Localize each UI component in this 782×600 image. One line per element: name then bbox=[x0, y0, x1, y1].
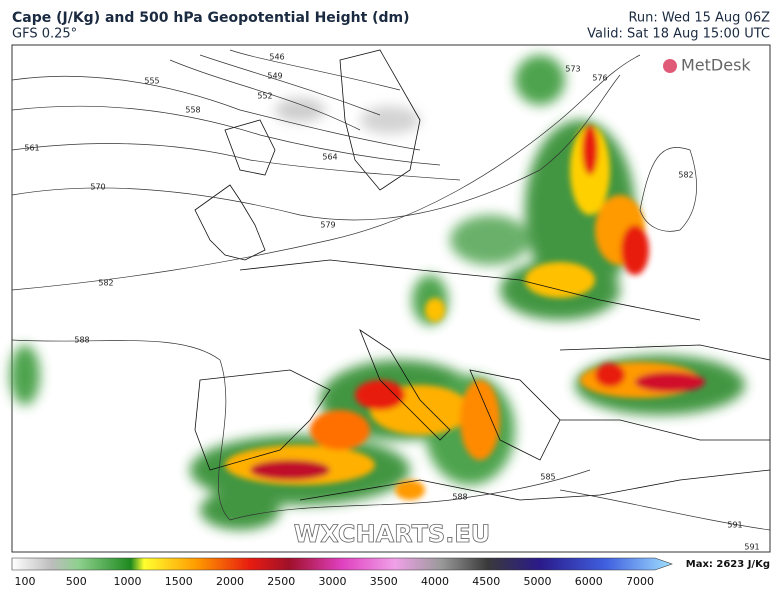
coastlines bbox=[194, 49, 771, 501]
contour-label: 561 bbox=[24, 144, 39, 153]
colorbar-tick-label: 7000 bbox=[626, 575, 654, 588]
colorbar-tick-label: 100 bbox=[15, 575, 36, 588]
colorbar-tick-label: 1500 bbox=[165, 575, 193, 588]
contour-label: 582 bbox=[98, 279, 113, 288]
colorbar-ticks: 100 500 1000 1500 2000 2500 3000 3500 4000 4500 50… bbox=[15, 575, 655, 588]
colorbar-tick-label: 3000 bbox=[319, 575, 347, 588]
contour-label: 558 bbox=[185, 106, 200, 115]
contour-label: 570 bbox=[90, 183, 105, 192]
contour-label: 555 bbox=[144, 77, 159, 86]
contour-label: 585 bbox=[540, 473, 555, 482]
contour-label: 573 bbox=[565, 65, 580, 74]
logo: MetDesk bbox=[681, 56, 751, 75]
height-contours bbox=[11, 49, 771, 531]
contour-label: 579 bbox=[320, 221, 335, 230]
contour-label: 591 bbox=[727, 521, 742, 530]
contour-labels: 546 549 552 555 558 561 564 570 573 576 579 582 582 5… bbox=[24, 53, 759, 552]
contour-label: 576 bbox=[592, 74, 607, 83]
colorbar-tick-label: 6000 bbox=[575, 575, 603, 588]
colorbar-tick-label: 4000 bbox=[421, 575, 449, 588]
colorbar bbox=[11, 557, 673, 571]
colorbar-tick-label: 3500 bbox=[370, 575, 398, 588]
colorbar-tick-label: 5000 bbox=[524, 575, 552, 588]
contour-label: 588 bbox=[452, 493, 467, 502]
contour-label: 549 bbox=[267, 72, 282, 81]
run-time: Run: Wed 15 Aug 06Z bbox=[628, 11, 770, 26]
max-label: Max: 2623 J/Kg bbox=[686, 559, 770, 570]
colorbar-tick-label: 2500 bbox=[267, 575, 295, 588]
contour-label: 552 bbox=[257, 92, 272, 101]
colorbar-tick-label: 1000 bbox=[114, 575, 142, 588]
contour-label: 591 bbox=[744, 543, 759, 552]
watermark: WXCHARTS.EU bbox=[294, 520, 490, 548]
colorbar-tick-label: 500 bbox=[66, 575, 87, 588]
logo-icon bbox=[663, 59, 677, 73]
colorbar-tick-label: 4500 bbox=[472, 575, 500, 588]
contour-label: 582 bbox=[678, 171, 693, 180]
contour-label: 588 bbox=[74, 336, 89, 345]
contour-label: 546 bbox=[269, 53, 284, 62]
contour-label: 564 bbox=[322, 153, 337, 162]
model-name: GFS 0.25° bbox=[12, 27, 77, 42]
valid-time: Valid: Sat 18 Aug 15:00 UTC bbox=[587, 27, 770, 42]
colorbar-tick-label: 2000 bbox=[216, 575, 244, 588]
map-title: Cape (J/Kg) and 500 hPa Geopotential Hei… bbox=[12, 10, 410, 26]
